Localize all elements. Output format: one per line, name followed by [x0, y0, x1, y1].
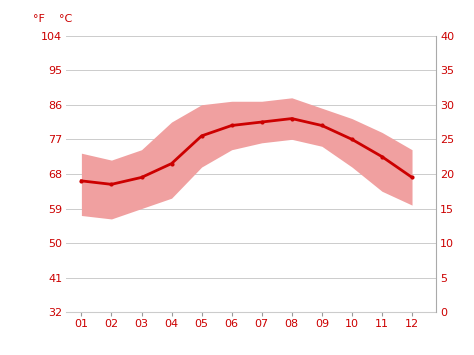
Text: °F: °F — [33, 15, 45, 24]
Text: °C: °C — [59, 15, 72, 24]
